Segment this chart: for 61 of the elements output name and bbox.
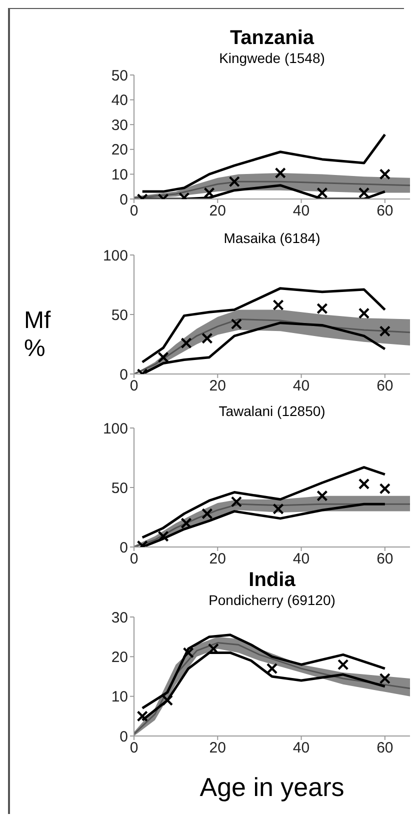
chart-title: Tanzania	[228, 27, 316, 49]
x-tick-label: 40	[292, 740, 310, 757]
point	[266, 662, 278, 674]
y-tick-label: 100	[102, 247, 128, 264]
x-tick-label: 20	[209, 550, 226, 568]
point	[379, 483, 391, 494]
point	[337, 659, 349, 670]
point	[379, 672, 391, 684]
y-tick-label: 30	[111, 116, 128, 134]
y-tick-label: 40	[111, 92, 128, 110]
x-tick-label: 60	[376, 378, 394, 395]
y-axis-title: Mf %	[24, 307, 52, 363]
chart-subtitle: Pondicherry (69120)	[208, 591, 336, 609]
point	[379, 326, 391, 337]
y-tick-label: 0	[120, 539, 128, 556]
x-tick-label: 40	[292, 550, 310, 568]
x-tick-label: 20	[209, 378, 226, 395]
point	[162, 694, 174, 706]
y-tick-label: 10	[111, 166, 128, 184]
x-tick-label: 60	[376, 740, 394, 757]
y-tick-label: 30	[111, 609, 128, 626]
y-tick-label: 0	[120, 191, 128, 208]
x-axis-title: Age in years	[198, 772, 346, 803]
point	[158, 530, 169, 542]
point	[180, 518, 192, 529]
y-tick-label: 20	[111, 142, 128, 159]
x-tick-label: 20	[209, 202, 226, 220]
point	[316, 302, 328, 314]
point	[136, 710, 148, 722]
chart-subtitle: Masaika (6184)	[222, 229, 322, 247]
y-tick-label: 0	[120, 366, 128, 384]
chart-subtitle: Tawalani (12850)	[218, 402, 326, 420]
x-tick-label: 40	[292, 202, 310, 220]
y-tick-label: 50	[111, 480, 128, 497]
point	[202, 332, 213, 344]
point	[202, 508, 213, 520]
point	[230, 496, 242, 508]
line-series	[141, 466, 386, 539]
x-tick-label: 40	[292, 378, 310, 395]
point	[358, 478, 370, 490]
line-series	[141, 634, 386, 710]
point	[230, 318, 242, 330]
y-tick-label: 10	[111, 688, 128, 706]
chart-title: India	[248, 569, 296, 591]
y-tick-label: 20	[111, 648, 128, 666]
y-tick-label: 50	[111, 306, 128, 324]
point	[272, 503, 284, 515]
x-tick-label: 60	[376, 550, 394, 568]
point	[180, 337, 192, 349]
point	[158, 352, 169, 363]
y-tick-label: 50	[111, 67, 128, 84]
x-tick-label: 60	[376, 202, 394, 220]
point	[316, 490, 328, 502]
point	[182, 647, 194, 658]
x-tick-label: 20	[209, 740, 226, 757]
y-tick-label: 100	[102, 420, 128, 438]
y-tick-label: 0	[120, 728, 128, 746]
point	[358, 308, 370, 319]
point	[272, 299, 284, 311]
line-series	[141, 287, 386, 364]
chart-subtitle: Kingwede (1548)	[218, 49, 326, 67]
